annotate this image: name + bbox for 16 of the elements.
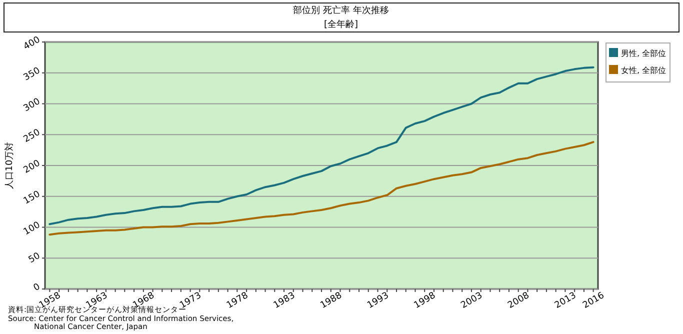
y-tick-label: 50 [27, 251, 42, 266]
y-tick-label: 150 [22, 189, 42, 207]
legend-label: 女性, 全部位 [621, 66, 666, 75]
legend-label: 男性, 全部位 [621, 49, 666, 58]
chart-title: 部位別 死亡率 年次推移 [293, 5, 389, 16]
y-tick-label: 0 [32, 282, 42, 294]
y-tick-label: 300 [22, 96, 42, 114]
line-series [48, 66, 594, 226]
chart-subtitle: [全年齢] [324, 19, 358, 30]
line-series [48, 141, 594, 236]
y-tick-label: 100 [22, 220, 42, 238]
y-axis-title: 人口10万対 [4, 142, 15, 190]
y-tick-label: 350 [22, 66, 42, 84]
y-tick-label: 200 [22, 158, 42, 176]
y-tick-label: 400 [22, 34, 42, 52]
y-tick-label: 250 [22, 128, 42, 145]
